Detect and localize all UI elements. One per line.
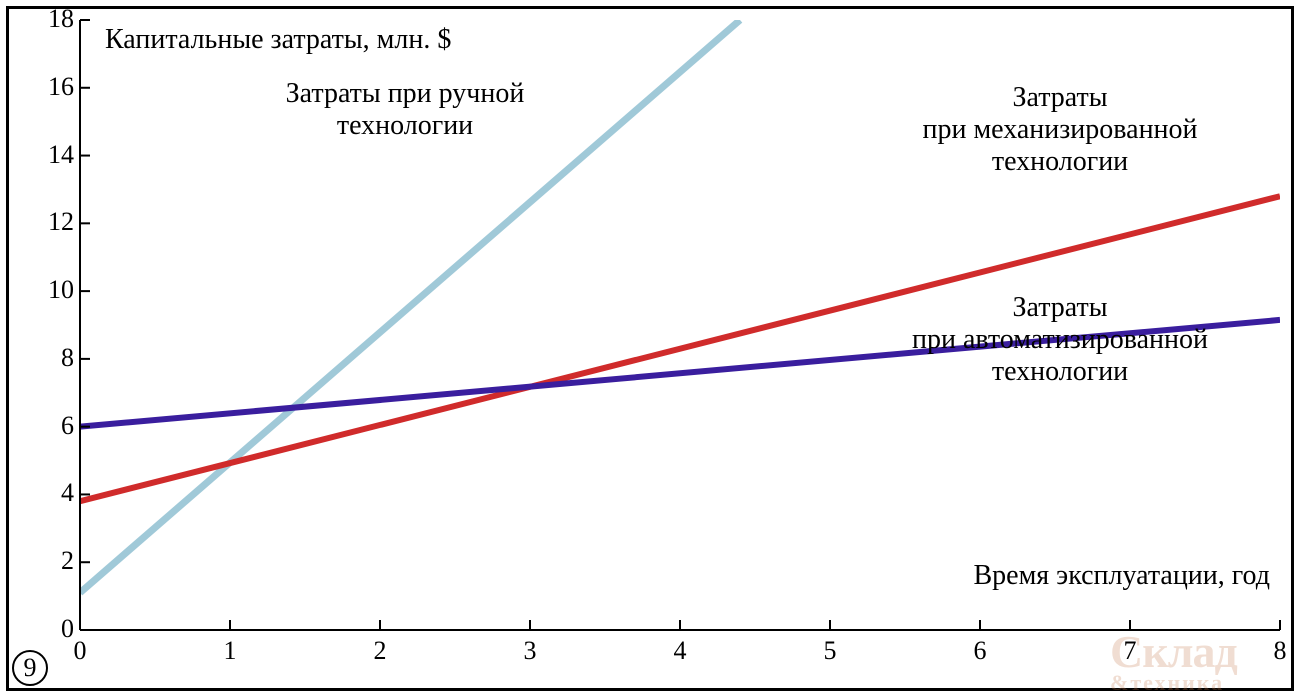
- ytick-label: 18: [30, 4, 74, 34]
- xtick-label: 2: [360, 636, 400, 666]
- ytick-label: 12: [30, 207, 74, 237]
- xtick-label: 4: [660, 636, 700, 666]
- ytick-label: 2: [30, 546, 74, 576]
- xtick-label: 5: [810, 636, 850, 666]
- ytick-label: 8: [30, 343, 74, 373]
- series-label-automated: Затратыпри автоматизированнойтехнологии: [860, 292, 1260, 389]
- ytick-label: 4: [30, 478, 74, 508]
- xtick-label: 8: [1260, 636, 1300, 666]
- xtick-label: 6: [960, 636, 1000, 666]
- ytick-label: 10: [30, 275, 74, 305]
- x-axis-title: Время эксплуатации, год: [973, 560, 1270, 592]
- series-label-manual: Затраты при ручнойтехнологии: [205, 78, 605, 142]
- series-label-mechanized: Затратыпри механизированнойтехнологии: [860, 82, 1260, 179]
- watermark: Склад&техника: [1110, 625, 1237, 696]
- y-axis-title: Капитальные затраты, млн. $: [105, 24, 451, 56]
- xtick-label: 1: [210, 636, 250, 666]
- figure-number: 9: [12, 650, 48, 686]
- ytick-label: 16: [30, 72, 74, 102]
- ytick-label: 0: [30, 614, 74, 644]
- ytick-label: 6: [30, 411, 74, 441]
- xtick-label: 3: [510, 636, 550, 666]
- ytick-label: 14: [30, 140, 74, 170]
